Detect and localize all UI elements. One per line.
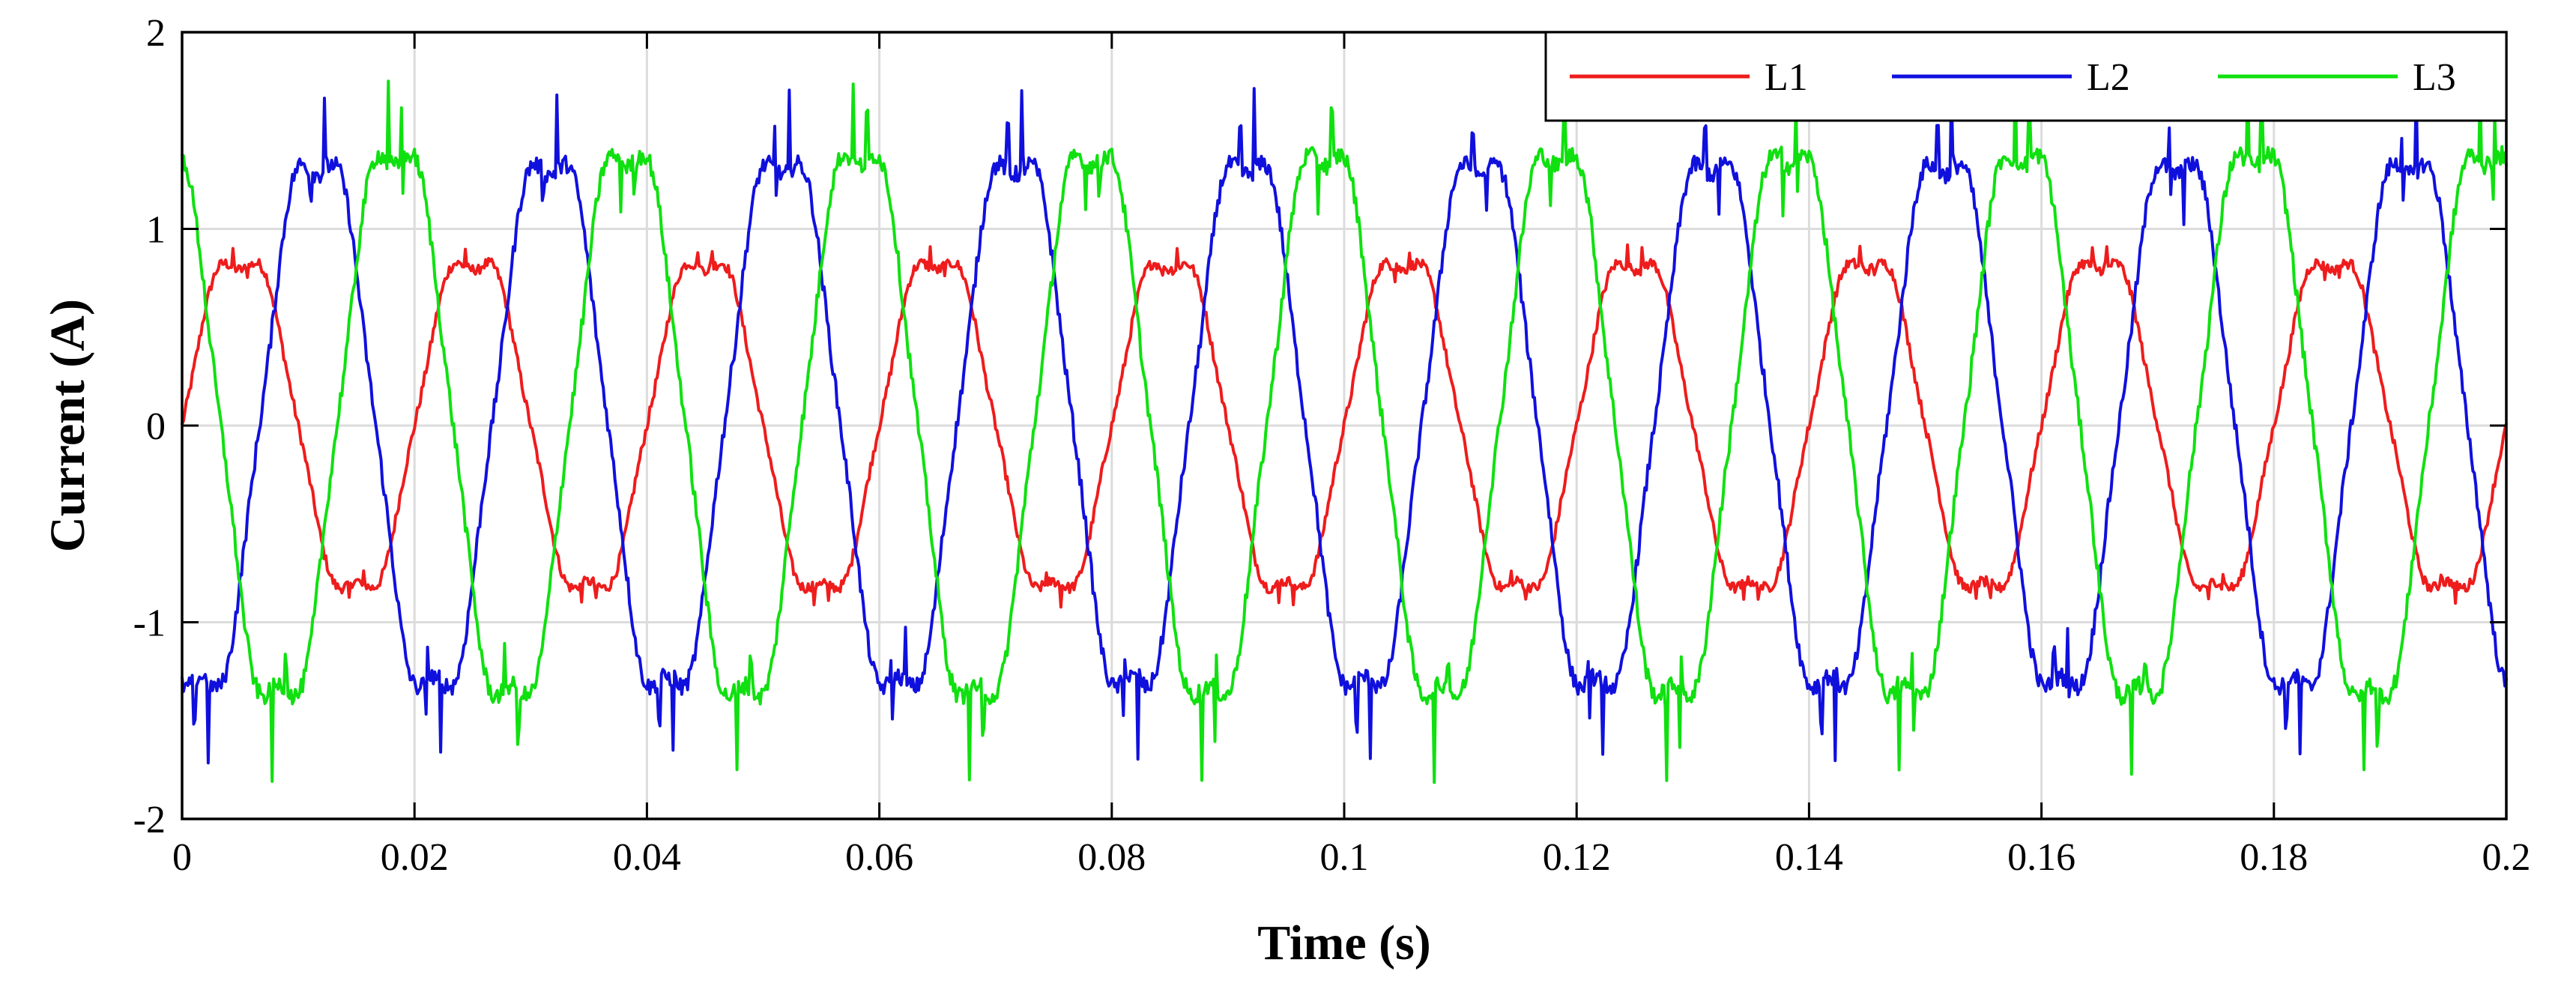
y-tick-label: -2 [133,799,166,841]
y-tick-label: -1 [133,602,166,645]
y-tick-label: 1 [146,209,166,252]
x-tick-label: 0.02 [381,836,449,879]
x-tick-label: 0.08 [1077,836,1146,879]
series-line-l2 [181,87,2508,765]
series-line-l3 [181,69,2508,784]
x-axis-title: Time (s) [1257,916,1431,970]
x-tick-label: 0.06 [845,836,913,879]
legend-label-l2: L2 [2087,56,2130,99]
x-tick-label: 0.14 [1775,836,1843,879]
tick-labels: 0 0.02 0.04 0.06 0.08 0.1 0.12 0.14 0.16 0.18 0.2 -… [133,12,2531,879]
series-line-l1 [181,243,2508,609]
x-tick-label: 0.12 [1543,836,1611,879]
y-axis-title: Current (A) [40,299,95,552]
x-tick-label: 0.04 [613,836,681,879]
x-tick-label: 0.18 [2240,836,2308,879]
y-tick-label: 2 [146,12,166,55]
legend-label-l1: L1 [1765,56,1808,99]
x-tick-label: 0.16 [2007,836,2075,879]
x-tick-label: 0 [172,836,192,879]
legend-label-l3: L3 [2413,56,2456,99]
y-tick-label: 0 [146,405,166,448]
x-tick-label: 0.1 [1320,836,1369,879]
legend: L1 L2 L3 [1544,31,2508,122]
x-tick-label: 0.2 [2482,836,2531,879]
plot-series [181,69,2508,784]
